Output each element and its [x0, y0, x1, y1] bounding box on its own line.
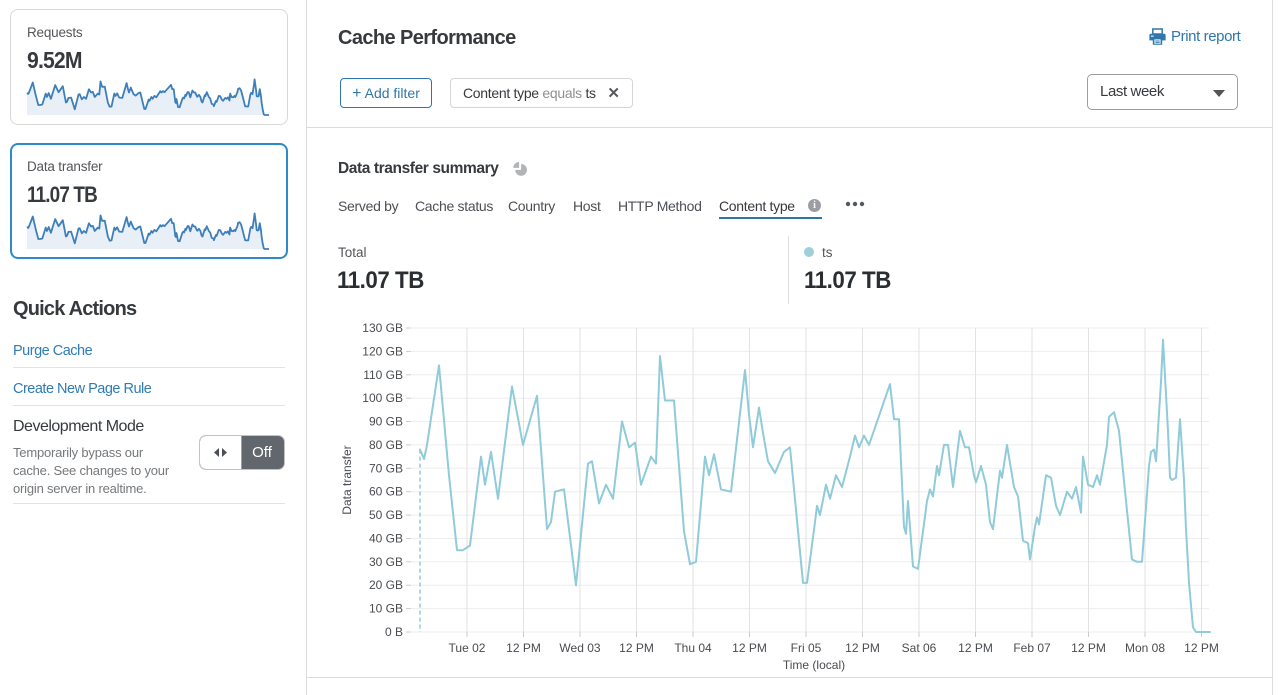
svg-text:12 PM: 12 PM [1071, 641, 1106, 655]
svg-text:90 GB: 90 GB [369, 415, 403, 429]
svg-text:20 GB: 20 GB [369, 578, 403, 592]
svg-text:Data transfer: Data transfer [340, 445, 354, 514]
svg-text:Sat 06: Sat 06 [902, 641, 937, 655]
svg-text:50 GB: 50 GB [369, 508, 403, 522]
svg-text:80 GB: 80 GB [369, 438, 403, 452]
svg-text:Wed 03: Wed 03 [559, 641, 600, 655]
svg-text:70 GB: 70 GB [369, 461, 403, 475]
svg-text:Fri 05: Fri 05 [791, 641, 822, 655]
svg-text:Tue 02: Tue 02 [449, 641, 486, 655]
svg-text:12 PM: 12 PM [619, 641, 654, 655]
svg-text:40 GB: 40 GB [369, 532, 403, 546]
svg-text:60 GB: 60 GB [369, 485, 403, 499]
svg-text:Mon 08: Mon 08 [1125, 641, 1165, 655]
svg-text:12 PM: 12 PM [506, 641, 541, 655]
svg-text:100 GB: 100 GB [362, 391, 403, 405]
svg-text:12 PM: 12 PM [1184, 641, 1219, 655]
svg-text:Thu 04: Thu 04 [674, 641, 712, 655]
svg-text:30 GB: 30 GB [369, 555, 403, 569]
svg-text:12 PM: 12 PM [958, 641, 993, 655]
svg-text:10 GB: 10 GB [369, 602, 403, 616]
svg-text:130 GB: 130 GB [362, 321, 403, 335]
svg-text:Time (local): Time (local) [783, 658, 845, 672]
svg-text:Feb 07: Feb 07 [1013, 641, 1051, 655]
svg-text:120 GB: 120 GB [362, 344, 403, 358]
svg-text:12 PM: 12 PM [732, 641, 767, 655]
svg-text:0 B: 0 B [385, 625, 403, 639]
svg-text:110 GB: 110 GB [363, 368, 403, 382]
svg-text:12 PM: 12 PM [845, 641, 880, 655]
